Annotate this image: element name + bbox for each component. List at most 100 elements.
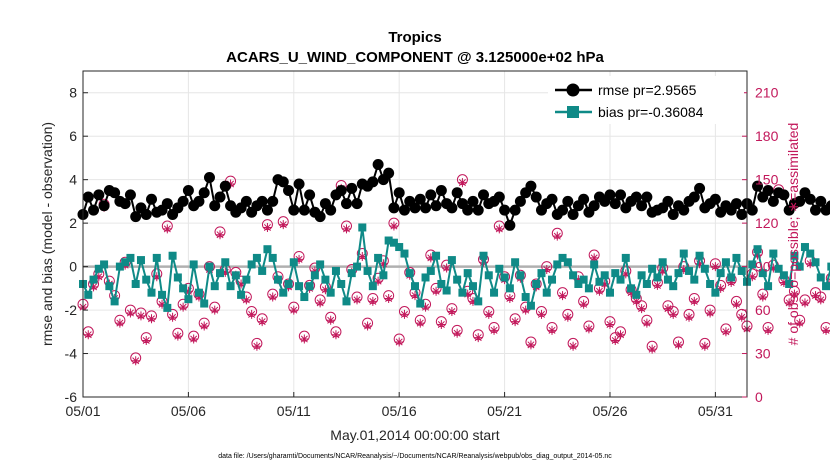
obs-assimilated-marker [226, 179, 236, 189]
obs-assimilated-marker [421, 302, 431, 312]
rmse-point [804, 193, 816, 205]
bias-point [358, 223, 367, 232]
chart-title: Tropics [388, 29, 441, 46]
bias-point [321, 275, 330, 284]
bias-point [237, 290, 246, 299]
bias-point [189, 260, 198, 269]
bias-point [437, 279, 446, 288]
obs-assimilated-marker [210, 305, 220, 315]
y-tick-label: 2 [69, 215, 77, 231]
rmse-point [604, 189, 616, 201]
rmse-point [140, 208, 152, 220]
bias-point [474, 297, 483, 306]
obs-assimilated-marker [341, 224, 351, 234]
x-tick-label: 05/26 [592, 403, 627, 419]
rmse-point [567, 208, 579, 220]
obs-assimilated-marker [705, 308, 715, 318]
obs-assimilated-marker [710, 262, 720, 272]
x-tick-label: 05/16 [382, 403, 417, 419]
legend-rmse-label: rmse pr=2.9565 [598, 82, 697, 98]
bias-point [216, 269, 225, 278]
rmse-point [678, 204, 690, 216]
bias-point [774, 264, 783, 273]
obs-assimilated-marker [589, 253, 599, 263]
bias-point [500, 273, 509, 282]
rmse-point [293, 178, 305, 190]
bias-point [316, 260, 325, 269]
rmse-point [525, 180, 537, 192]
bias-point [347, 269, 356, 278]
bias-point [221, 258, 230, 267]
rmse-point [214, 191, 226, 203]
obs-assimilated-marker [442, 263, 452, 273]
bias-point [537, 269, 546, 278]
bias-point [110, 297, 119, 306]
obs-assimilated-marker [247, 309, 257, 319]
rmse-point [414, 193, 426, 205]
rmse-point [588, 200, 600, 212]
obs-assimilated-marker [763, 325, 773, 335]
rmse-point [420, 202, 432, 214]
x-tick-label: 05/31 [698, 403, 733, 419]
y-right-tick-label: 30 [755, 346, 771, 362]
legend-rmse-marker [566, 83, 580, 97]
obs-assimilated-marker [452, 328, 462, 338]
bias-point [637, 271, 646, 280]
bias-point [558, 253, 567, 262]
rmse-point [462, 204, 474, 216]
rmse-point [499, 204, 511, 216]
rmse-series [77, 158, 830, 231]
bias-point [700, 264, 709, 273]
plot-frame [82, 70, 748, 398]
obs-assimilated-marker [310, 266, 320, 276]
rmse-point [825, 200, 830, 212]
bias-point [526, 301, 535, 310]
rmse-point [709, 193, 721, 205]
bias-point [158, 290, 167, 299]
bias-point [611, 269, 620, 278]
bias-point [100, 260, 109, 269]
bias-point [121, 258, 130, 267]
obs-assimilated-marker [436, 320, 446, 330]
rmse-point [409, 202, 421, 214]
bias-point [447, 256, 456, 265]
rmse-point [630, 191, 642, 203]
obs-assimilated-marker [568, 341, 578, 351]
bias-point [126, 253, 135, 262]
obs-assimilated-marker [315, 298, 325, 308]
bias-point [368, 282, 377, 291]
bias-point [105, 282, 114, 291]
obs-assimilated-marker [399, 309, 409, 319]
bias-point [732, 253, 741, 262]
obs-assimilated-marker [789, 289, 799, 299]
rmse-point [304, 189, 316, 201]
bias-point [785, 279, 794, 288]
y-right-tick-label: 180 [755, 128, 779, 144]
y-tick-label: 4 [69, 172, 77, 188]
obs-assimilated-marker [753, 250, 763, 260]
bias-point [748, 260, 757, 269]
rmse-point [256, 195, 268, 207]
bias-point [532, 279, 541, 288]
obs-assimilated-marker [447, 307, 457, 317]
bias-point [284, 279, 293, 288]
bias-point [379, 271, 388, 280]
obs-assimilated-marker [800, 298, 810, 308]
bias-point [295, 282, 304, 291]
obs-assimilated-marker [484, 309, 494, 319]
obs-assimilated-marker [621, 269, 631, 279]
bias-point [548, 275, 557, 284]
rmse-point [93, 189, 105, 201]
bias-point [490, 288, 499, 297]
obs-assimilated-marker [658, 266, 668, 276]
obs-assimilated-marker [663, 304, 673, 314]
obs-assimilated-marker [647, 344, 657, 354]
obs-assimilated-marker [616, 330, 626, 340]
rmse-point [425, 189, 437, 201]
rmse-point [794, 195, 806, 207]
legend-bias-marker [567, 106, 579, 118]
obs-assimilated-marker [536, 309, 546, 319]
y-tick-label: 8 [69, 85, 77, 101]
rmse-point [746, 204, 758, 216]
